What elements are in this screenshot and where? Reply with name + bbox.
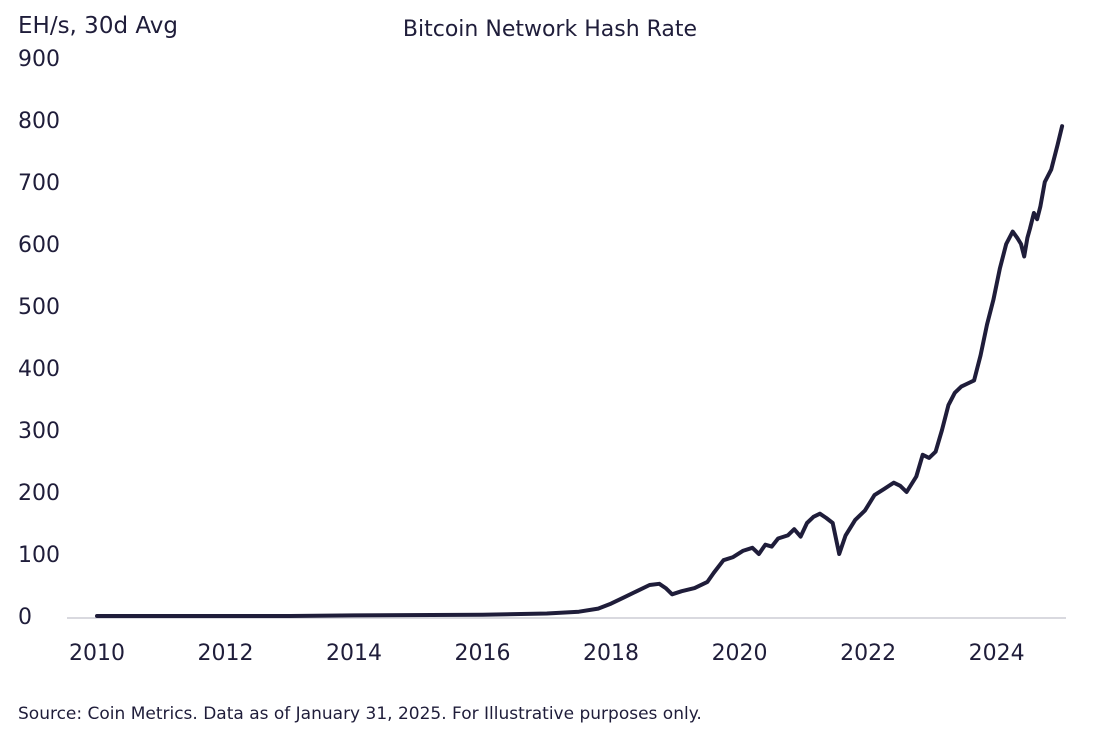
x-tick-label: 2012 [198, 641, 254, 666]
x-tick-label: 2022 [840, 641, 896, 666]
x-tick-label: 2016 [455, 641, 511, 666]
y-tick-label: 200 [18, 481, 60, 506]
x-tick-label: 2024 [969, 641, 1025, 666]
y-tick-label: 900 [18, 47, 60, 72]
x-tick-label: 2014 [326, 641, 382, 666]
y-tick-label: 0 [18, 605, 32, 630]
source-note: Source: Coin Metrics. Data as of January… [18, 704, 702, 724]
series-group [95, 124, 1065, 618]
hash-rate-series-line [95, 124, 1065, 618]
y-tick-label: 700 [18, 171, 60, 196]
y-tick-label: 300 [18, 419, 60, 444]
y-tick-labels: 900 800 700 600 500 400 300 200 100 0 [18, 47, 60, 630]
y-tick-label: 500 [18, 295, 60, 320]
y-tick-label: 600 [18, 233, 60, 258]
y-axis-unit-label: EH/s, 30d Avg [18, 13, 178, 39]
x-tick-label: 2010 [69, 641, 125, 666]
chart-title: Bitcoin Network Hash Rate [403, 17, 697, 42]
y-tick-label: 400 [18, 357, 60, 382]
y-tick-label: 800 [18, 109, 60, 134]
y-tick-label: 100 [18, 543, 60, 568]
x-tick-labels: 2010 2012 2014 2016 2018 2020 2022 2024 [69, 641, 1025, 666]
x-tick-label: 2018 [583, 641, 639, 666]
x-tick-label: 2020 [712, 641, 768, 666]
